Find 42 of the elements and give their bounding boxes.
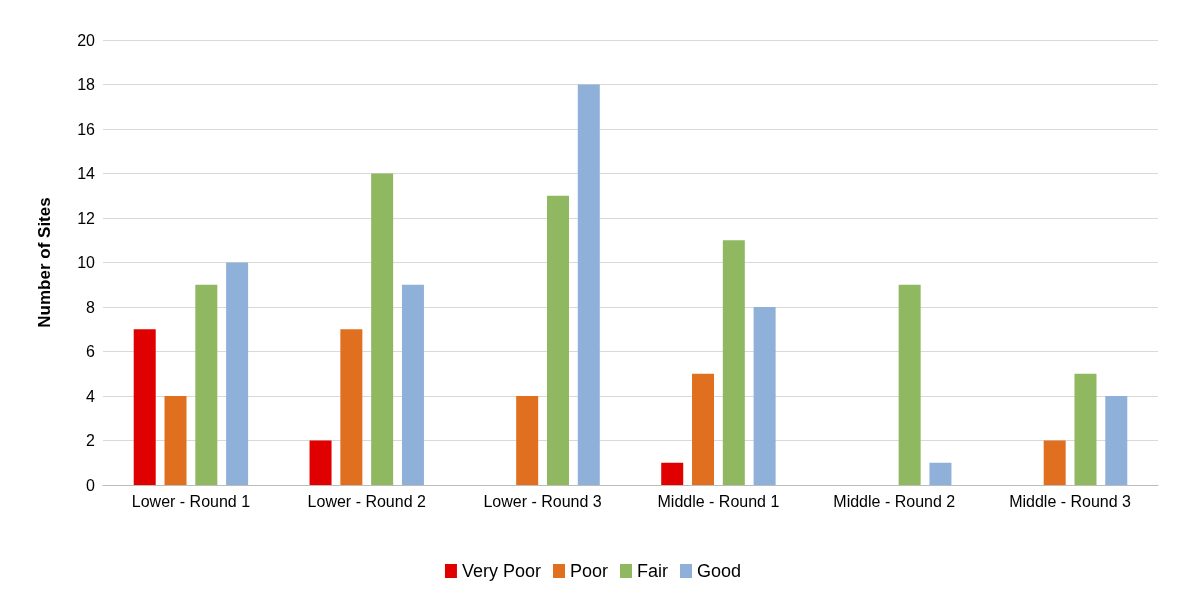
- x-tick-label: Middle - Round 2: [833, 492, 956, 510]
- y-axis-title: Number of Sites: [35, 197, 54, 328]
- bar: [722, 240, 745, 485]
- bar: [1105, 396, 1128, 485]
- y-tick-label: 18: [77, 76, 96, 93]
- y-tick-label: 8: [86, 298, 96, 316]
- bar: [516, 396, 539, 485]
- legend-label: Poor: [569, 561, 609, 581]
- bar: [226, 262, 249, 485]
- y-tick-label: 12: [77, 209, 96, 227]
- y-tick-label: 4: [86, 387, 96, 405]
- bar: [133, 329, 156, 485]
- y-tick-label: 20: [77, 31, 96, 49]
- bar: [340, 329, 363, 485]
- bar: [309, 440, 332, 485]
- bar: [401, 284, 424, 485]
- bar: [577, 84, 600, 485]
- x-tick-label: Lower - Round 2: [307, 492, 426, 510]
- x-tick-label: Middle - Round 1: [657, 492, 780, 510]
- y-tick-label: 10: [77, 254, 96, 271]
- y-tick-label: 16: [77, 120, 96, 138]
- y-tick-label: 0: [86, 476, 96, 494]
- legend-label: Very Poor: [461, 561, 541, 581]
- y-tick-label: 2: [86, 432, 96, 449]
- bar: [1074, 373, 1097, 485]
- x-tick-label: Lower - Round 1: [131, 492, 251, 510]
- bar: [195, 284, 218, 485]
- bar: [371, 173, 394, 485]
- bar: [898, 284, 921, 485]
- x-tick-label: Middle - Round 3: [1009, 492, 1132, 510]
- bar: [692, 373, 715, 485]
- bar: [753, 307, 776, 485]
- y-tick-label: 14: [77, 165, 96, 182]
- bar: [164, 396, 187, 485]
- legend-label: Fair: [637, 561, 669, 581]
- bar: [1043, 440, 1066, 485]
- bar: [929, 462, 952, 485]
- bar: [546, 195, 569, 485]
- bar: [661, 462, 684, 485]
- x-tick-label: Lower - Round 3: [483, 492, 602, 510]
- legend-label: Good: [697, 561, 742, 581]
- y-tick-label: 6: [86, 343, 96, 360]
